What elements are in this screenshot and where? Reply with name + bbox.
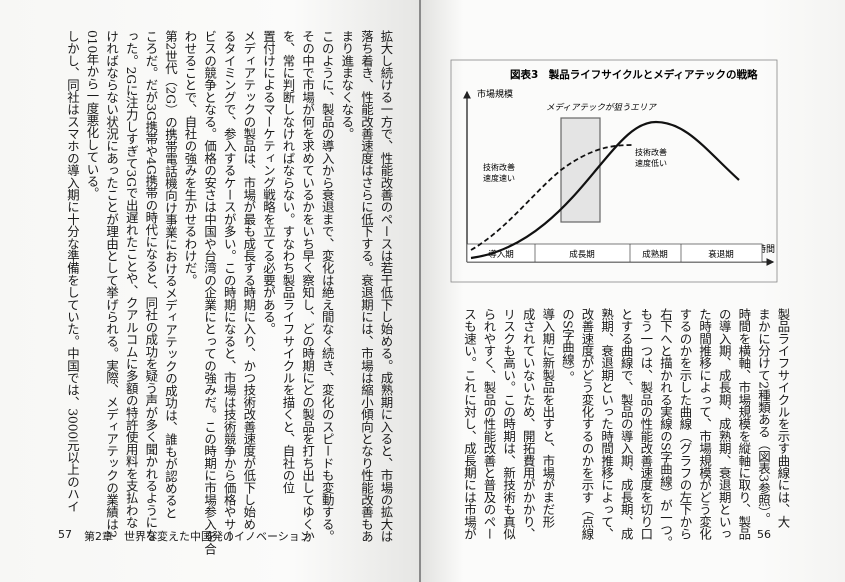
text-column: もう一つは、製品の性能改善速度を切り口 — [638, 308, 654, 540]
text-column: 時間を横軸、市場規模を縦軸に取り、製品 — [736, 308, 752, 540]
phase-label: 成熟期 — [642, 249, 668, 260]
text-column: 成されていないため、開拓費用がかかり、 — [521, 308, 537, 540]
target-area — [560, 117, 601, 223]
slow-label: 速度低い — [635, 158, 667, 168]
phase-label: 導入期 — [488, 249, 514, 260]
slow-label: 技術改善 — [635, 147, 667, 157]
text-column: その中で市場が何を求めているかをいち早く察知し、どの時期にどの製品を打ち出してゆ… — [300, 30, 316, 543]
text-column: ころだ。だが3G携帯や4G携帯の時代になると、同社の成功を疑う声が多く聞かれるよ… — [143, 30, 159, 541]
text-column: わせることで、自社の強みを生かせるわけだ。 — [183, 30, 198, 287]
y-axis-label: 市場規模 — [477, 88, 513, 100]
phase-label: 成長期 — [569, 249, 595, 260]
text-column: リスクも高い。この時期は、新技術も真似 — [501, 308, 517, 540]
fast-label: 速度速い — [483, 173, 515, 183]
target-area-label: メディアテックが狙うエリア — [546, 102, 657, 113]
phase-label: 衰退期 — [708, 249, 734, 260]
text-column: ビスの競争となる。価格の安さは中国や台湾の企業にとっての強みだ。この時期に市場参… — [202, 30, 218, 555]
figure-frame — [450, 59, 778, 283]
text-column: スも速い。これに対し、成長期には市場が — [462, 308, 478, 540]
left-page: 57 第2章 世界を変えた中国発のイノベーション 拡大し続ける一方で、性能改善の… — [0, 0, 419, 582]
figure-title: 図表3 製品ライフサイクルとメディアテックの戦略 — [510, 68, 758, 81]
text-column: の導入期、成長期、成熟期、衰退期といっ — [717, 308, 733, 540]
text-column: メディアテックの製品は、市場が最も成長する時期に入り、かつ技術改善速度が低下し始… — [241, 30, 257, 531]
improvement-curve — [470, 144, 634, 251]
phase-band — [466, 243, 763, 263]
text-column: るタイミングで、参入するケースが多い。この時期になると、市場は技術競争から価格や… — [222, 30, 238, 543]
market-curve — [470, 120, 740, 260]
fast-label: 技術改善 — [483, 162, 515, 172]
text-column: 落ち着き、性能改善速度はさらに低下する。衰退期には、市場は縮小傾向となり性能改善… — [359, 30, 375, 543]
text-column: 010年から一度悪化している。 — [85, 30, 100, 200]
text-column: まり進まなくなる。 — [339, 30, 355, 140]
text-column: った。2Gに注力しすぎて3Gで出遅れたことや、クアルコムに多額の特許使用料を支払… — [124, 30, 140, 529]
text-column: られやすく、製品の性能改善と普及のペー — [482, 308, 497, 540]
page-number: 56 — [757, 528, 771, 541]
page-number: 57 — [58, 528, 72, 541]
figure: 図表3 製品ライフサイクルとメディアテックの戦略 市場規模 時間 導入期 成長期… — [450, 59, 778, 283]
text-column: 右下へと描かれる実線のS字曲線）が一つ。 — [658, 308, 674, 549]
text-column: 改善速度がどう変化するのかを示す（点線 — [580, 308, 595, 540]
text-column: 製品ライフサイクルを示す曲線には、大 — [776, 308, 791, 528]
text-column: た時間推移によって、市場規模がどう変化 — [697, 308, 713, 540]
text-column: しかし、同社はスマホの導入期に十分な準備をしていた。中国では、3000元以上のハ… — [65, 30, 81, 513]
text-column: 熟期、衰退期といった時間推移によって、 — [599, 308, 615, 540]
text-column: このように、製品の導入から衰退まで、変化は絶え間なく続き、変化のスピードも変動す… — [320, 30, 336, 543]
text-column: 第2世代（2G）の携帯電話機向け事業におけるメディアテックの成功は、誰もが認める… — [163, 30, 179, 519]
text-column: のS字曲線）。 — [560, 308, 576, 384]
text-column: ければならない状況にあったことが理由として挙げられる。実際、メディアテックの業績… — [104, 30, 120, 538]
text-column: 拡大し続ける一方で、性能改善のペースは若干低下し始める。成熟期に入ると、市場の拡… — [379, 30, 394, 543]
text-column: 置付けによるマーケティング戦略を立てる必要がある。 — [261, 30, 277, 335]
text-column: を、常に判断しなければならない。すなわち製品ライフサイクルを描くと、自社の位 — [281, 30, 296, 494]
text-column: とする曲線で、製品の導入期、成長期、成 — [619, 308, 635, 540]
text-column: まかに分けて2種類ある（図表3参照）。 — [756, 308, 772, 525]
running-footer: 第2章 世界を変えた中国発のイノベーション — [84, 530, 311, 543]
text-column: するのかを示した曲線（グラフの左下から — [678, 308, 693, 540]
text-column: 導入期に新製品を出すと、市場がまだ形 — [540, 308, 556, 528]
right-page: 56 図表3 製品ライフサイクルとメディアテックの戦略 市場規模 時間 導入期 … — [421, 0, 845, 582]
x-axis-label: 時間 — [757, 244, 775, 255]
